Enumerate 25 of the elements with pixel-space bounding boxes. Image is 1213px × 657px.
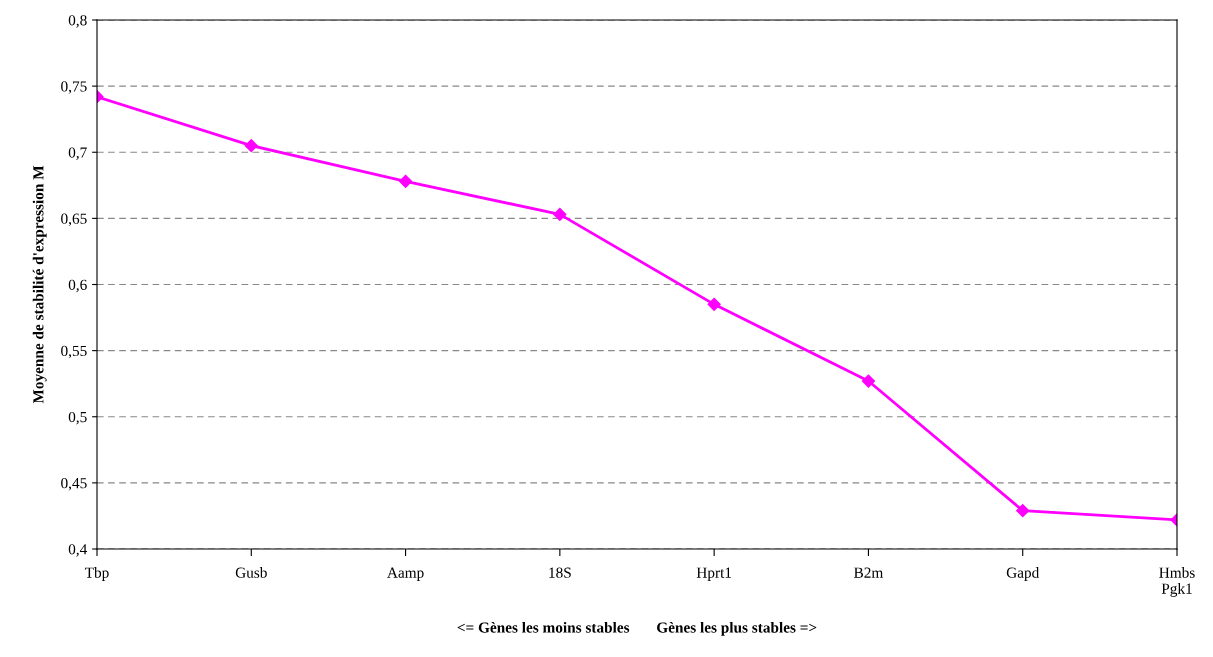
x-tick-label: Aamp <box>387 567 424 581</box>
point <box>861 374 876 388</box>
x-tick-label: Gapd <box>1006 567 1040 581</box>
y-tick-label: 0,6 <box>68 279 87 293</box>
x-tick-label: Gusb <box>235 567 267 578</box>
y-tick-label: 0,8 <box>68 15 87 28</box>
point <box>553 207 567 221</box>
y-tick-label: 0,55 <box>61 345 87 359</box>
x-tick-label: 18S <box>549 567 571 578</box>
point <box>244 139 258 153</box>
y-tick-label: 0,45 <box>61 478 87 491</box>
y-tick-label: 0,75 <box>61 81 87 94</box>
y-tick-label: 0,7 <box>68 147 87 160</box>
x-tick-label: B2m <box>854 567 884 578</box>
x-axis-title: <= Gènes les moins stables Gènes les plus stables => <box>457 621 817 636</box>
point <box>707 297 721 311</box>
point <box>1016 504 1030 518</box>
y-tick-label: 0,65 <box>61 213 87 227</box>
x-tick-label: Hprt1 <box>696 567 732 581</box>
y-axis-title: Moyenne de stabilité d'expression M <box>32 165 47 404</box>
x-tick-label: Hmbs Pgk1 <box>1159 567 1195 597</box>
y-tick-label: 0,5 <box>68 411 87 425</box>
point <box>398 174 413 188</box>
y-tick-label: 0,4 <box>68 544 88 557</box>
x-tick-label: Tbp <box>84 567 109 581</box>
